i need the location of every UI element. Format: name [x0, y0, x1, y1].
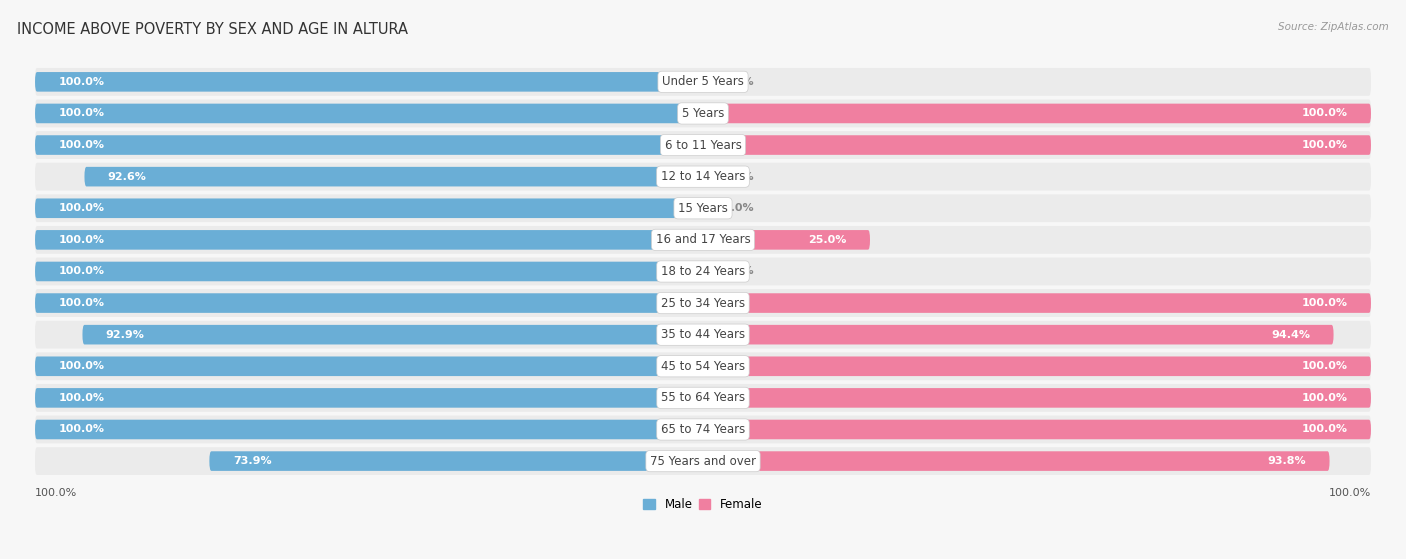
Text: 100.0%: 100.0%	[59, 298, 104, 308]
Text: 75 Years and over: 75 Years and over	[650, 454, 756, 467]
Text: 6 to 11 Years: 6 to 11 Years	[665, 139, 741, 151]
Text: 92.6%: 92.6%	[108, 172, 146, 182]
Text: 100.0%: 100.0%	[1302, 393, 1347, 403]
Text: 93.8%: 93.8%	[1268, 456, 1306, 466]
FancyBboxPatch shape	[35, 68, 1371, 96]
FancyBboxPatch shape	[35, 72, 703, 92]
FancyBboxPatch shape	[703, 103, 1371, 123]
Text: 0.0%: 0.0%	[723, 77, 754, 87]
FancyBboxPatch shape	[35, 195, 1371, 222]
Text: 100.0%: 100.0%	[59, 393, 104, 403]
Text: 100.0%: 100.0%	[1302, 298, 1347, 308]
Text: 25.0%: 25.0%	[808, 235, 846, 245]
Legend: Male, Female: Male, Female	[638, 493, 768, 515]
FancyBboxPatch shape	[35, 384, 1371, 412]
Text: 100.0%: 100.0%	[1302, 140, 1347, 150]
FancyBboxPatch shape	[703, 451, 1330, 471]
Text: 92.9%: 92.9%	[105, 330, 145, 340]
FancyBboxPatch shape	[209, 451, 703, 471]
Text: 5 Years: 5 Years	[682, 107, 724, 120]
FancyBboxPatch shape	[35, 262, 703, 281]
FancyBboxPatch shape	[35, 163, 1371, 191]
FancyBboxPatch shape	[703, 420, 1371, 439]
Text: Under 5 Years: Under 5 Years	[662, 75, 744, 88]
Text: 100.0%: 100.0%	[59, 361, 104, 371]
FancyBboxPatch shape	[35, 230, 703, 250]
Text: 12 to 14 Years: 12 to 14 Years	[661, 170, 745, 183]
Text: INCOME ABOVE POVERTY BY SEX AND AGE IN ALTURA: INCOME ABOVE POVERTY BY SEX AND AGE IN A…	[17, 22, 408, 37]
FancyBboxPatch shape	[35, 420, 703, 439]
FancyBboxPatch shape	[703, 230, 870, 250]
FancyBboxPatch shape	[703, 325, 1333, 344]
Text: 100.0%: 100.0%	[1302, 108, 1347, 119]
FancyBboxPatch shape	[35, 198, 703, 218]
Text: 100.0%: 100.0%	[59, 140, 104, 150]
Text: 45 to 54 Years: 45 to 54 Years	[661, 360, 745, 373]
FancyBboxPatch shape	[703, 388, 1371, 408]
FancyBboxPatch shape	[703, 135, 1371, 155]
FancyBboxPatch shape	[84, 167, 703, 187]
Text: 65 to 74 Years: 65 to 74 Years	[661, 423, 745, 436]
Text: 18 to 24 Years: 18 to 24 Years	[661, 265, 745, 278]
FancyBboxPatch shape	[35, 226, 1371, 254]
Text: 55 to 64 Years: 55 to 64 Years	[661, 391, 745, 404]
Text: 73.9%: 73.9%	[233, 456, 271, 466]
FancyBboxPatch shape	[35, 352, 1371, 380]
Text: 94.4%: 94.4%	[1271, 330, 1310, 340]
FancyBboxPatch shape	[35, 135, 703, 155]
Text: 0.0%: 0.0%	[723, 172, 754, 182]
FancyBboxPatch shape	[35, 388, 703, 408]
Text: 100.0%: 100.0%	[1329, 488, 1371, 498]
Text: 35 to 44 Years: 35 to 44 Years	[661, 328, 745, 341]
Text: 100.0%: 100.0%	[35, 488, 77, 498]
FancyBboxPatch shape	[703, 293, 1371, 313]
FancyBboxPatch shape	[35, 447, 1371, 475]
Text: 15 Years: 15 Years	[678, 202, 728, 215]
FancyBboxPatch shape	[35, 321, 1371, 349]
FancyBboxPatch shape	[35, 103, 703, 123]
Text: 100.0%: 100.0%	[59, 424, 104, 434]
Text: 100.0%: 100.0%	[59, 235, 104, 245]
Text: 100.0%: 100.0%	[1302, 424, 1347, 434]
Text: 0.0%: 0.0%	[723, 203, 754, 214]
Text: 0.0%: 0.0%	[723, 267, 754, 277]
Text: 25 to 34 Years: 25 to 34 Years	[661, 297, 745, 310]
Text: 100.0%: 100.0%	[59, 108, 104, 119]
FancyBboxPatch shape	[35, 100, 1371, 127]
Text: 16 and 17 Years: 16 and 17 Years	[655, 233, 751, 247]
Text: 100.0%: 100.0%	[59, 267, 104, 277]
Text: Source: ZipAtlas.com: Source: ZipAtlas.com	[1278, 22, 1389, 32]
FancyBboxPatch shape	[35, 293, 703, 313]
FancyBboxPatch shape	[35, 415, 1371, 443]
FancyBboxPatch shape	[35, 258, 1371, 286]
FancyBboxPatch shape	[703, 357, 1371, 376]
FancyBboxPatch shape	[35, 131, 1371, 159]
Text: 100.0%: 100.0%	[1302, 361, 1347, 371]
Text: 100.0%: 100.0%	[59, 77, 104, 87]
Text: 100.0%: 100.0%	[59, 203, 104, 214]
FancyBboxPatch shape	[35, 357, 703, 376]
FancyBboxPatch shape	[35, 289, 1371, 317]
FancyBboxPatch shape	[83, 325, 703, 344]
